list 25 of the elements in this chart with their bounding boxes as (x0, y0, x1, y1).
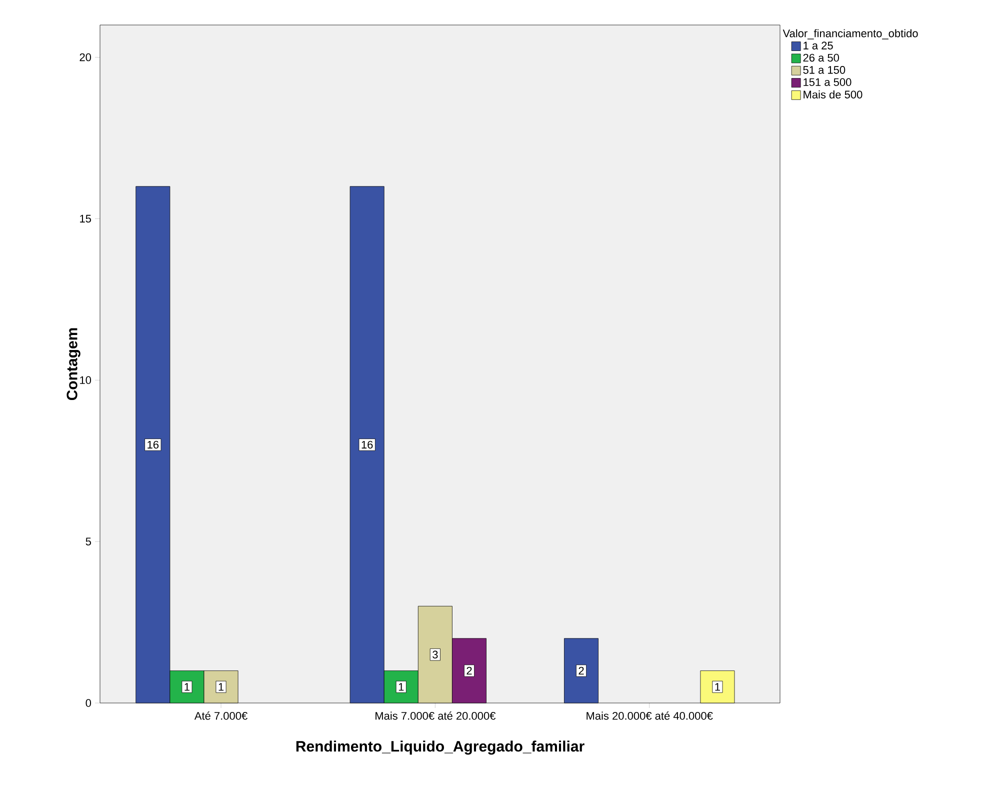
data-label: 3 (432, 650, 438, 658)
legend-label: 1 a 25 (804, 42, 833, 50)
x-tick-label: Até 7.000€ (194, 712, 248, 720)
data-label: 2 (578, 666, 584, 675)
data-label: 2 (466, 666, 472, 675)
data-label: 16 (362, 440, 373, 449)
data-label: 1 (398, 683, 404, 691)
x-tick-label: Mais 20.000€ até 40.000€ (586, 712, 713, 720)
legend-label: 151 a 500 (804, 78, 852, 86)
legend-label: 26 a 50 (803, 54, 840, 62)
y-tick-label: 0 (86, 699, 92, 707)
x-tick-label: Mais 7.000€ até 20.000€ (376, 712, 496, 720)
y-tick-label: 5 (86, 538, 91, 546)
x-axis-title: Rendimento_Liquido_Agregado_familiar (296, 740, 584, 755)
y-axis-title: Contagem (66, 328, 80, 400)
y-tick-label: 15 (80, 214, 91, 223)
data-label: 16 (148, 440, 159, 449)
legend-label: Mais de 500 (804, 90, 862, 98)
data-label: 1 (184, 683, 190, 691)
data-label: 1 (218, 683, 224, 691)
y-tick-label: 20 (80, 53, 92, 62)
legend-label: 51 a 150 (803, 66, 846, 74)
y-tick-label: 10 (80, 376, 92, 384)
legend-title: Valor_financiamento_obtido (782, 29, 918, 40)
data-label: 1 (715, 683, 720, 691)
